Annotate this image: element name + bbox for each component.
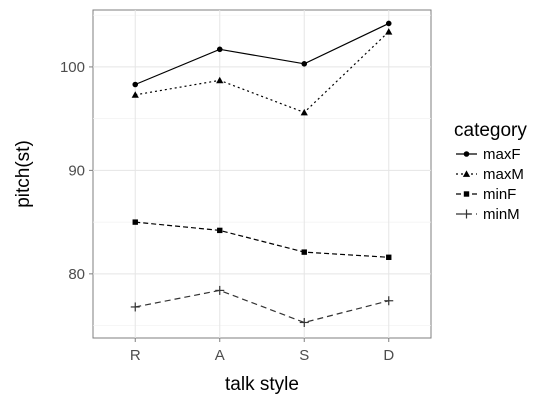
grid-lines <box>93 10 431 338</box>
data-point-maxM <box>385 28 393 35</box>
data-point-minM <box>299 317 309 327</box>
data-point-maxF <box>216 46 223 53</box>
data-point-minF <box>132 219 138 225</box>
data-point-minM <box>130 302 140 312</box>
legend-key-marker <box>463 151 470 157</box>
series-line-maxM <box>135 31 390 114</box>
data-point-maxF <box>132 81 139 88</box>
y-tick-label: 100 <box>60 59 85 76</box>
series-line-minF <box>135 221 389 258</box>
data-point-maxF <box>301 61 308 67</box>
x-tick-label: D <box>383 347 394 364</box>
data-point-minM <box>384 296 394 306</box>
y-tick-label: 90 <box>68 162 85 179</box>
data-point-maxM <box>216 76 224 84</box>
plot-panel <box>92 9 432 339</box>
y-axis: 80 90 100 <box>60 59 93 283</box>
legend-key-marker <box>462 170 471 177</box>
legend-title: category <box>454 120 527 141</box>
legend: category maxF maxM minF minM <box>454 120 527 223</box>
legend-key-marker <box>462 209 471 219</box>
data-point-minF <box>301 249 307 255</box>
legend-key-marker <box>463 191 470 197</box>
x-tick-label: A <box>215 347 225 364</box>
series-line-minM <box>135 289 389 324</box>
x-tick-label: S <box>299 347 309 364</box>
data-point-maxF <box>385 20 392 27</box>
data-point-minF <box>386 254 392 260</box>
series-lines <box>130 20 394 327</box>
data-point-minF <box>217 227 223 234</box>
legend-label: minM <box>483 206 520 223</box>
y-tick-label: 80 <box>68 266 85 283</box>
x-axis-title: talk style <box>225 374 299 395</box>
legend-label: minF <box>483 186 516 203</box>
data-point-minM <box>215 285 225 295</box>
legend-label: maxM <box>483 166 524 183</box>
data-point-maxM <box>131 91 139 98</box>
legend-label: maxF <box>483 146 521 163</box>
series-line-maxF <box>135 22 390 86</box>
x-tick-label: R <box>130 347 141 364</box>
data-point-maxM <box>300 108 308 116</box>
y-axis-title: pitch(st) <box>13 140 34 208</box>
